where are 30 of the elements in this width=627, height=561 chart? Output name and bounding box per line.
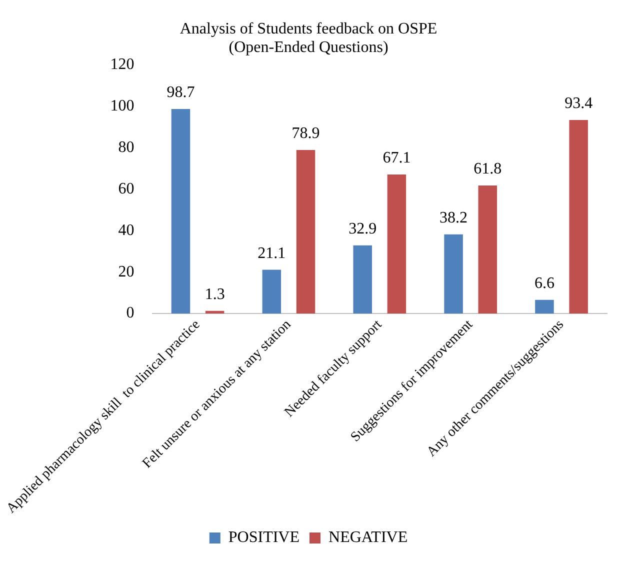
bar xyxy=(296,150,316,314)
bar xyxy=(387,174,406,314)
y-tick-label: 0 xyxy=(126,304,134,322)
data-label: 61.8 xyxy=(474,160,502,178)
data-label: 21.1 xyxy=(258,245,286,262)
data-label: 78.9 xyxy=(292,125,320,142)
data-label: 98.7 xyxy=(166,84,195,102)
y-tick-label: 80 xyxy=(118,138,134,156)
bar xyxy=(535,300,554,314)
bar xyxy=(569,120,588,314)
bar xyxy=(262,270,282,314)
data-label: 93.4 xyxy=(564,95,593,112)
y-tick-label: 40 xyxy=(118,222,134,239)
bar xyxy=(205,310,224,314)
data-label: 38.2 xyxy=(440,210,468,227)
data-label: 1.3 xyxy=(204,286,225,304)
legend-label: NEGATIVE xyxy=(328,529,408,546)
bar xyxy=(171,108,190,314)
y-tick-label: 120 xyxy=(110,56,134,74)
bar xyxy=(444,234,463,314)
y-tick-label: 100 xyxy=(110,97,134,114)
data-label: 32.9 xyxy=(348,220,377,238)
data-label: 6.6 xyxy=(534,275,554,292)
y-tick-label: 60 xyxy=(118,180,134,198)
legend-label: POSITIVE xyxy=(228,529,300,546)
bar xyxy=(478,185,498,314)
data-label: 67.1 xyxy=(382,150,411,167)
bar xyxy=(353,245,372,314)
y-tick-label: 20 xyxy=(118,263,134,280)
chart-title: Analysis of Students feedback on OSPE (Open-Ended Questions) xyxy=(180,20,438,56)
